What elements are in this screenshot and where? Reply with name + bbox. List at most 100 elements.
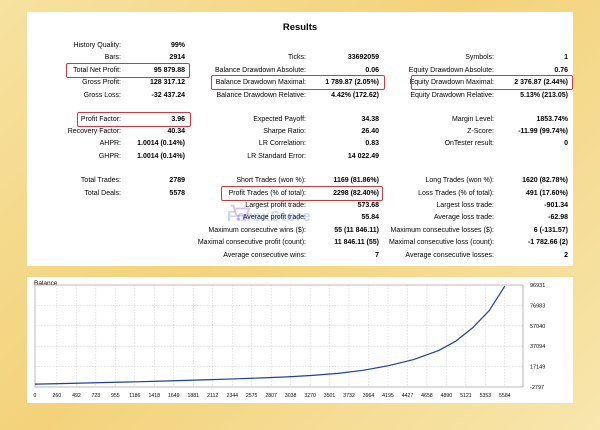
stat-value: 3.96 (171, 116, 185, 123)
stat-value: 55 (11 846.11) (334, 227, 379, 234)
stat-label: Largest profit trade: (245, 202, 306, 209)
stat-label: Total Deals: (84, 190, 121, 197)
stat-label: Balance Drawdown Absolute: (214, 67, 306, 74)
x-tick-label: 4427 (402, 393, 414, 399)
stat-label: Largest loss trade: (436, 202, 494, 209)
stat-value: -11.99 (99.74%) (518, 128, 568, 135)
x-tick-label: 3964 (363, 393, 375, 399)
stat-label: Equity Drawdown Absolute: (408, 67, 494, 74)
stat-value: -62.98 (548, 214, 568, 221)
stat-value: 1620 (82.78%) (522, 177, 568, 184)
stat-label: LR Standard Error: (247, 153, 306, 160)
chart-title: Balance (34, 280, 58, 287)
stat-value: 6 (-131.57) (533, 227, 568, 234)
x-tick-label: 5353 (480, 393, 492, 399)
y-tick-label: 17149 (530, 365, 545, 371)
y-tick-label: 96931 (530, 283, 545, 289)
stat-value: 1 (564, 54, 568, 61)
stat-value: 99% (170, 42, 185, 49)
stat-value: 11 846.11 (55) (334, 239, 379, 246)
stat-value: 7 (375, 252, 379, 259)
stat-value: 5578 (169, 190, 185, 197)
stat-value: 2 (564, 252, 568, 259)
stat-value: 1.0014 (0.14%) (137, 153, 185, 160)
stat-label: Ticks: (287, 54, 306, 61)
x-tick-label: 3270 (304, 393, 316, 399)
stat-label: Loss Trades (% of total): (418, 190, 494, 197)
stat-label: Total Net Profit: (73, 67, 121, 74)
x-tick-label: 260 (53, 393, 62, 399)
stat-value: 5.13% (213.05) (520, 92, 568, 99)
balance-series-line (34, 285, 506, 385)
stat-value: 2914 (169, 54, 185, 61)
stat-value: 573.68 (357, 202, 379, 209)
x-tick-label: 5121 (460, 393, 472, 399)
stat-label: Total Trades: (80, 177, 121, 184)
stat-label: Profit Trades (% of total): (228, 190, 306, 197)
x-tick-label: 1186 (129, 393, 140, 399)
stat-value: 33692059 (347, 54, 379, 61)
balance-chart: Balance 96931 76983 57040 37094 17149 -2797 0 2… (27, 277, 573, 403)
highlight-box (211, 75, 385, 90)
x-tick-label: 4890 (441, 393, 453, 399)
stat-value: 4.42% (172.62) (331, 92, 379, 99)
stat-value: 0.76 (554, 67, 568, 74)
stat-label: Equity Drawdown Relative: (410, 92, 494, 99)
stat-value: 26.40 (361, 128, 379, 135)
stat-value: 0.06 (365, 67, 379, 74)
stat-value: 34.38 (361, 116, 379, 123)
stat-label: Symbols: (465, 54, 494, 61)
stat-value: 95 879.88 (153, 67, 185, 74)
stat-label: AHPR: (99, 140, 121, 147)
results-report: Results History Quality: 99% Bars: 2914 Tick… (27, 12, 573, 266)
stat-label: Short Trades (won %): (236, 177, 306, 184)
highlight-box (221, 186, 383, 201)
stat-value: 491 (17.60%) (525, 190, 568, 197)
plot-frame (34, 284, 524, 388)
x-tick-label: 3038 (285, 393, 297, 399)
stat-label: OnTester result: (444, 140, 494, 147)
highlight-box (411, 75, 573, 90)
stat-label: Z-Score: (467, 128, 494, 135)
y-tick-label: -2797 (530, 385, 544, 391)
stat-value: -1 782.66 (2) (527, 239, 568, 246)
stat-label: Maximum consecutive wins ($): (208, 227, 306, 234)
stat-label: Maximal consecutive profit (count): (197, 239, 306, 246)
stat-value: 0 (564, 140, 568, 147)
stat-value: 2 376.87 (2.44%) (514, 79, 568, 86)
stat-label: Equity Drawdown Maximal: (409, 79, 494, 86)
stat-label: Margin Level: (451, 116, 494, 123)
chart-plot: 96931 76983 57040 37094 17149 -2797 0 260 492 723… (34, 283, 546, 399)
y-tick-label: 76983 (530, 303, 545, 309)
stat-label: Average consecutive wins: (223, 252, 306, 259)
stat-label: Profit Factor: (80, 116, 121, 123)
stat-label: Average consecutive losses: (405, 252, 494, 259)
x-tick-label: 492 (72, 393, 81, 399)
stat-label: Gross Profit: (82, 79, 121, 86)
report-title: Results (282, 22, 318, 33)
stat-value: 1.0014 (0.14%) (137, 140, 185, 147)
stat-label: Long Trades (won %): (425, 177, 494, 184)
x-tick-label: 5584 (499, 393, 511, 399)
cart-watermark-icon (230, 204, 251, 222)
x-tick-label: 2807 (265, 393, 277, 399)
stat-label: Expected Payoff: (253, 116, 306, 123)
stat-value: -32 437.24 (151, 92, 185, 99)
x-tick-label: 2344 (226, 393, 238, 399)
x-tick-label: 1418 (149, 393, 161, 399)
stat-value: 2298 (82.40%) (333, 190, 379, 197)
stat-label: GHPR: (98, 153, 121, 160)
stat-value: 55.84 (361, 214, 379, 221)
x-tick-label: 723 (92, 393, 101, 399)
stat-label: Bars: (104, 54, 121, 61)
x-tick-label: 2575 (246, 393, 258, 399)
stat-value: 40.34 (167, 128, 185, 135)
x-tick-label: 1649 (168, 393, 180, 399)
y-tick-label: 57040 (530, 324, 545, 330)
stat-label: LR Correlation: (258, 140, 306, 147)
stat-label: Maximal consecutive loss (count): (388, 239, 494, 246)
stat-value: 14 022.49 (347, 153, 379, 160)
stat-label: Recovery Factor: (67, 128, 121, 135)
watermark-text: ForexStore (227, 208, 312, 225)
x-tick-label: 4195 (382, 393, 394, 399)
